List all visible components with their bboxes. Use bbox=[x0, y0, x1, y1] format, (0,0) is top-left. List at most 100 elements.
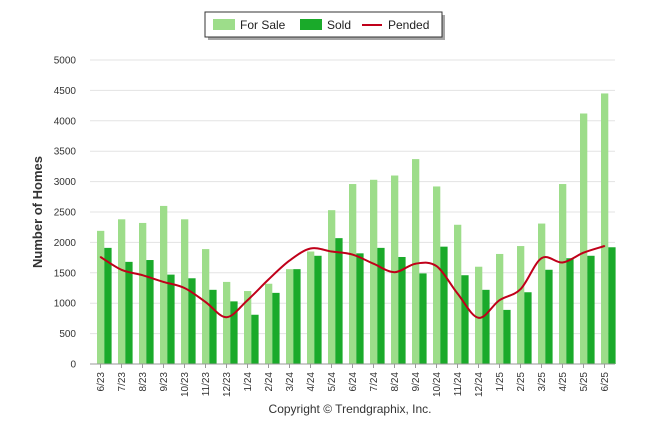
bar-sold bbox=[419, 273, 427, 364]
bar-sold bbox=[440, 246, 448, 364]
pended-point bbox=[561, 261, 564, 264]
bar-sold bbox=[461, 275, 469, 364]
bar-sold bbox=[251, 314, 259, 364]
bar-sold bbox=[587, 255, 595, 364]
bar-for-sale bbox=[265, 283, 273, 364]
x-tick-label: 10/24 bbox=[432, 372, 443, 397]
pended-point bbox=[351, 253, 354, 256]
bar-sold bbox=[545, 269, 553, 364]
x-tick-label: 5/25 bbox=[579, 372, 590, 392]
x-tick-label: 12/23 bbox=[222, 372, 233, 397]
pended-point bbox=[120, 268, 123, 271]
pended-point bbox=[288, 259, 291, 262]
bar-for-sale bbox=[118, 219, 126, 364]
bar-for-sale bbox=[391, 175, 399, 364]
x-tick-label: 11/24 bbox=[453, 372, 464, 397]
y-tick-label: 3000 bbox=[54, 177, 77, 188]
bar-sold bbox=[167, 274, 175, 364]
x-tick-label: 2/25 bbox=[516, 372, 527, 392]
legend-label-sold: Sold bbox=[327, 18, 351, 32]
pended-point bbox=[414, 262, 417, 265]
y-tick-label: 1500 bbox=[54, 268, 77, 279]
bar-for-sale bbox=[517, 246, 525, 364]
x-tick-label: 12/24 bbox=[474, 372, 485, 397]
x-tick-label: 1/25 bbox=[495, 372, 506, 392]
bar-for-sale bbox=[538, 223, 546, 364]
pended-point bbox=[435, 265, 438, 267]
bar-for-sale bbox=[349, 184, 357, 364]
bar-sold bbox=[356, 253, 364, 364]
y-tick-label: 4000 bbox=[54, 116, 77, 127]
bar-for-sale bbox=[496, 253, 504, 364]
pended-point bbox=[141, 274, 144, 277]
pended-point bbox=[330, 250, 333, 253]
bar-for-sale bbox=[307, 251, 315, 364]
pended-point bbox=[204, 301, 207, 303]
bar-for-sale bbox=[139, 222, 147, 364]
pended-point bbox=[582, 251, 585, 254]
bar-sold bbox=[125, 261, 133, 364]
bar-for-sale bbox=[97, 230, 105, 364]
bar-for-sale bbox=[475, 266, 483, 364]
copyright-text: Copyright © Trendgraphix, Inc. bbox=[269, 402, 432, 416]
legend-label-for-sale: For Sale bbox=[240, 18, 286, 32]
bar-for-sale bbox=[286, 269, 294, 364]
bar-sold bbox=[230, 301, 238, 364]
pended-point bbox=[456, 292, 459, 295]
bar-for-sale bbox=[601, 93, 609, 364]
pended-point bbox=[477, 316, 480, 319]
x-tick-label: 9/23 bbox=[159, 372, 170, 392]
bar-sold bbox=[398, 256, 406, 364]
legend-swatch-sold bbox=[300, 19, 322, 30]
bar-for-sale bbox=[328, 210, 336, 364]
bar-for-sale bbox=[370, 179, 378, 364]
bar-for-sale bbox=[559, 184, 567, 364]
pended-point bbox=[498, 299, 501, 301]
bar-for-sale bbox=[244, 291, 252, 364]
y-tick-label: 500 bbox=[59, 329, 76, 340]
bar-for-sale bbox=[412, 159, 420, 364]
bar-sold bbox=[335, 238, 343, 364]
legend-swatch-for-sale bbox=[213, 19, 235, 30]
y-axis-title: Number of Homes bbox=[30, 156, 45, 268]
pended-point bbox=[162, 281, 165, 283]
bar-sold bbox=[146, 260, 154, 364]
x-tick-label: 7/24 bbox=[369, 372, 380, 392]
x-tick-label: 7/23 bbox=[117, 372, 128, 392]
x-tick-label: 2/24 bbox=[264, 372, 275, 392]
bar-sold bbox=[503, 309, 511, 364]
y-tick-label: 4500 bbox=[54, 86, 77, 97]
x-tick-label: 6/24 bbox=[348, 372, 359, 392]
bar-for-sale bbox=[223, 281, 231, 364]
pended-point bbox=[225, 316, 228, 318]
pended-point bbox=[519, 288, 522, 291]
x-tick-label: 10/23 bbox=[180, 372, 191, 397]
y-tick-label: 0 bbox=[70, 360, 76, 371]
y-tick-label: 2500 bbox=[54, 208, 77, 219]
y-tick-label: 3500 bbox=[54, 147, 77, 158]
bar-for-sale bbox=[580, 113, 588, 364]
bar-sold bbox=[608, 247, 616, 364]
pended-point bbox=[309, 247, 312, 250]
x-axis-ticks: 6/23 7/23 8/23 9/23 10/23 11/23 12/23 1/24 2/24 3… bbox=[96, 364, 611, 397]
legend-box bbox=[204, 11, 443, 38]
y-axis-ticks: 0 500 1000 1500 2000 2500 3000 3500 4000 4500 5000 bbox=[54, 56, 77, 371]
x-tick-label: 9/24 bbox=[411, 372, 422, 392]
bar-sold bbox=[566, 258, 574, 364]
bar-sold bbox=[209, 289, 217, 364]
legend-label-pended: Pended bbox=[388, 18, 429, 32]
y-tick-label: 2000 bbox=[54, 238, 77, 249]
pended-point bbox=[540, 257, 543, 260]
bar-for-sale bbox=[160, 205, 168, 364]
x-tick-label: 6/25 bbox=[600, 372, 611, 392]
bar-sold bbox=[377, 247, 385, 364]
bar-sold bbox=[524, 292, 532, 364]
bar-sold bbox=[314, 255, 322, 364]
bar-for-sale bbox=[181, 219, 189, 364]
pended-point bbox=[267, 278, 270, 281]
bar-for-sale bbox=[433, 186, 441, 364]
x-tick-label: 3/25 bbox=[537, 372, 548, 392]
x-tick-label: 8/23 bbox=[138, 372, 149, 392]
bar-sold bbox=[188, 278, 196, 364]
x-tick-label: 3/24 bbox=[285, 372, 296, 392]
